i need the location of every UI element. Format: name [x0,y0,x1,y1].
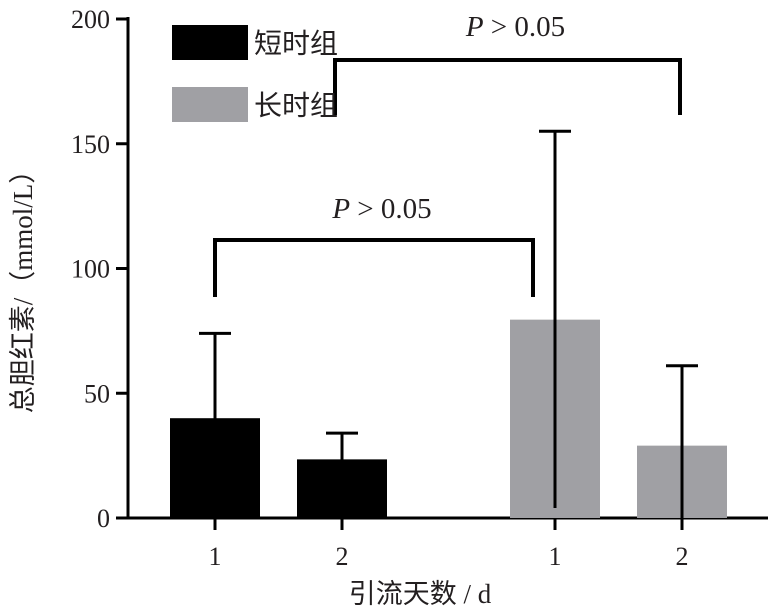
bars [170,319,727,518]
legend-label: 长时组 [254,90,338,122]
y-axis-label: 总胆红素/（mmol/L） [8,157,38,414]
x-axis-label: 引流天数 / d [349,579,492,609]
significance-bracket [333,58,682,115]
y-tick-label: 50 [84,379,110,408]
error-bars [199,129,698,518]
y-tick-label: 150 [71,130,110,159]
significance-label: P > 0.05 [331,193,431,225]
legend-swatch [172,87,248,122]
y-tick-label: 100 [71,255,110,284]
significance-brackets: P > 0.05 P > 0.05 [213,11,682,297]
significance-label: P > 0.05 [465,11,565,43]
x-tick-label: 2 [676,542,689,571]
x-tick-label: 2 [336,542,349,571]
y-axis-ticks: 0 50 100 150 200 [71,5,128,533]
x-tick-label: 1 [549,542,562,571]
legend-swatch [172,25,248,60]
x-tick-label: 1 [209,542,222,571]
significance-bracket [213,238,535,297]
legend-label: 短时组 [254,28,338,60]
y-tick-label: 200 [71,5,110,34]
y-tick-label: 0 [97,504,110,533]
